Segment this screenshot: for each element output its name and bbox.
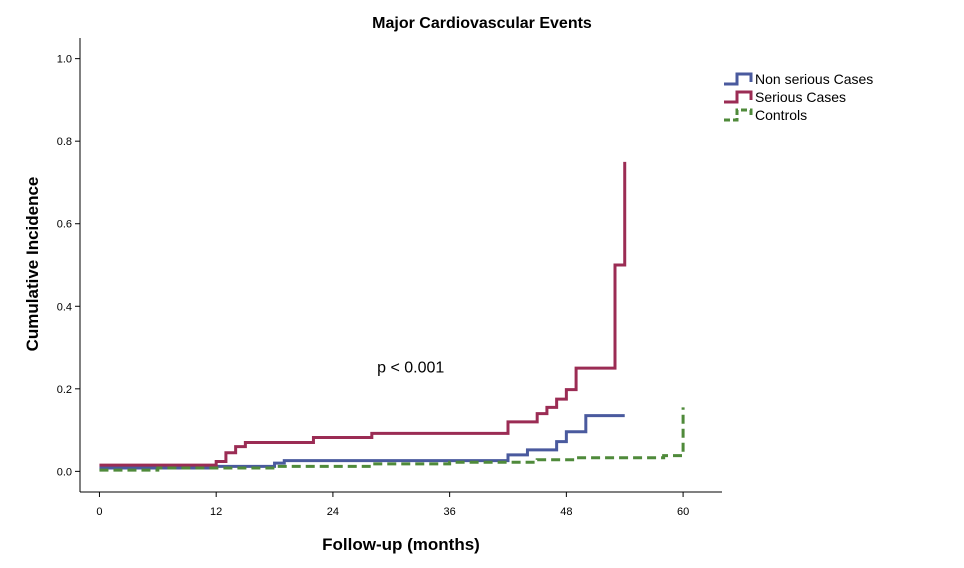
p-value-annotation: p < 0.001 <box>377 359 444 376</box>
legend-label-serious-cases: Serious Cases <box>755 89 846 105</box>
x-tick-label: 60 <box>677 506 689 518</box>
series-line-non-serious-cases <box>99 414 625 470</box>
legend: Non serious Cases Serious Cases Controls <box>724 71 873 123</box>
legend-label-non-serious-cases: Non serious Cases <box>755 71 873 87</box>
y-tick-label: 0.2 <box>57 384 72 396</box>
y-tick-label: 0.6 <box>57 219 72 231</box>
x-tick-label: 36 <box>444 506 456 518</box>
y-axis-label: Cumulative Incidence <box>23 177 42 352</box>
x-axis-label: Follow-up (months) <box>322 535 480 554</box>
x-tick-label: 0 <box>96 506 102 518</box>
x-tick-label: 12 <box>210 506 222 518</box>
series-line-serious-cases <box>99 161 627 467</box>
x-tick-label: 48 <box>560 506 572 518</box>
x-tick-label: 24 <box>327 506 339 518</box>
legend-swatch-controls <box>724 108 753 122</box>
y-tick-label: 0.8 <box>57 136 72 148</box>
y-tick-label: 1.0 <box>57 54 72 66</box>
legend-swatch-non-serious-cases <box>724 72 753 86</box>
legend-swatch-serious-cases <box>724 90 753 104</box>
x-ticks: 0 12 24 36 48 60 <box>96 492 689 518</box>
series-line-controls <box>99 407 685 472</box>
y-ticks: 0.0 0.2 0.4 0.6 0.8 1.0 <box>57 54 80 478</box>
y-tick-label: 0.0 <box>57 466 72 478</box>
legend-label-controls: Controls <box>755 107 807 123</box>
y-tick-label: 0.4 <box>57 301 72 313</box>
series-layer <box>99 161 685 472</box>
chart-title: Major Cardiovascular Events <box>372 15 592 32</box>
